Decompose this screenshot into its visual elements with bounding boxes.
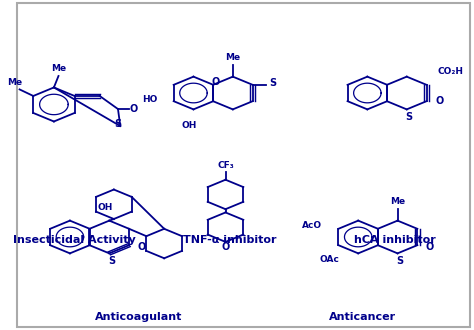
Text: O: O [426,242,434,252]
Text: Me: Me [225,53,240,62]
Text: Anticancer: Anticancer [329,312,396,322]
Text: TNF-α inhibitor: TNF-α inhibitor [183,235,277,245]
Text: hCA inhibitor: hCA inhibitor [354,235,436,245]
Text: OAc: OAc [319,255,339,264]
Text: CF₃: CF₃ [217,161,234,170]
Text: Insecticidal Activity: Insecticidal Activity [13,235,136,245]
Text: Anticoagulant: Anticoagulant [95,312,182,322]
Text: AcO: AcO [302,221,322,230]
Text: O: O [436,96,444,106]
Text: Me: Me [51,64,66,73]
Text: S: S [114,119,121,129]
Text: O: O [221,242,229,252]
Text: O: O [137,242,146,252]
Text: O: O [211,77,219,86]
Text: S: S [108,256,115,266]
Text: Me: Me [390,197,405,206]
Text: OH: OH [97,204,112,213]
Text: OH: OH [181,121,197,130]
Text: O: O [130,104,138,114]
Text: S: S [405,112,412,122]
Text: CO₂H: CO₂H [438,67,464,76]
Text: HO: HO [142,95,158,104]
Text: S: S [396,256,403,266]
Text: Me: Me [8,78,23,87]
FancyBboxPatch shape [17,3,470,327]
Text: S: S [270,78,277,88]
